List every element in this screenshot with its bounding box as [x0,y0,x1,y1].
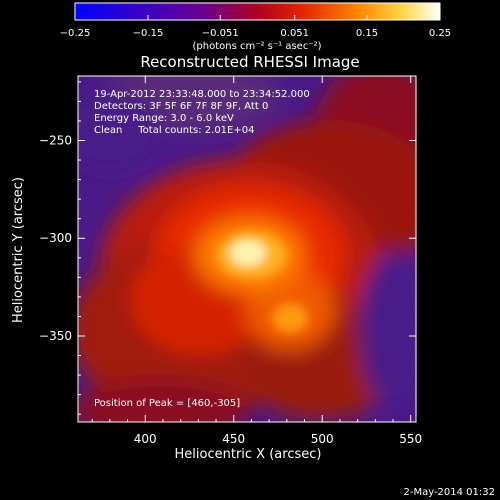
y-axis-label: Heliocentric Y (arcsec) [11,177,26,323]
x-tick-label: 450 [222,432,245,446]
colorbar [74,2,441,21]
y-tick-label: −250 [39,134,72,148]
y-tick-label: −300 [39,231,72,245]
colorbar-ticks: −0.25 −0.15 −0.051 0.051 0.15 0.25 [60,15,451,39]
colorbar-tick-label: −0.15 [133,28,164,39]
footer-timestamp: 2-May-2014 01:32 [403,487,495,498]
colorbar-units: (photons cm⁻² s⁻¹ asec⁻²) [192,41,321,52]
x-tick-label: 500 [311,432,334,446]
annotation-clean-counts: Clean Total counts: 2.01E+04 [94,125,254,136]
plot-frame [77,75,417,423]
chart-title: Reconstructed RHESSI Image [140,53,359,71]
colorbar-tick-label: 0.15 [356,28,378,39]
colorbar-tick-label: −0.25 [60,28,91,39]
colorbar-tick-label: −0.051 [202,28,239,39]
heatmap-image [78,76,416,422]
annotation-energy-range: Energy Range: 3.0 - 6.0 keV [94,113,234,124]
colorbar-tick-label: 0.25 [429,28,451,39]
x-tick-label: 550 [399,432,422,446]
x-tick-label: 400 [134,432,157,446]
peak-position-label: Position of Peak = [460,-305] [94,398,240,409]
axis-ticks: 400 450 500 550 −250 −300 −350 [39,76,422,446]
annotation-detectors: Detectors: 3F 5F 6F 7F 8F 9F, Att 0 [94,101,268,112]
colorbar-tick-label: 0.051 [280,28,309,39]
x-axis-label: Heliocentric X (arcsec) [175,447,322,462]
y-tick-label: −350 [39,329,72,343]
annotation-time-range: 19-Apr-2012 23:33:48.000 to 23:34:52.000 [94,89,310,100]
